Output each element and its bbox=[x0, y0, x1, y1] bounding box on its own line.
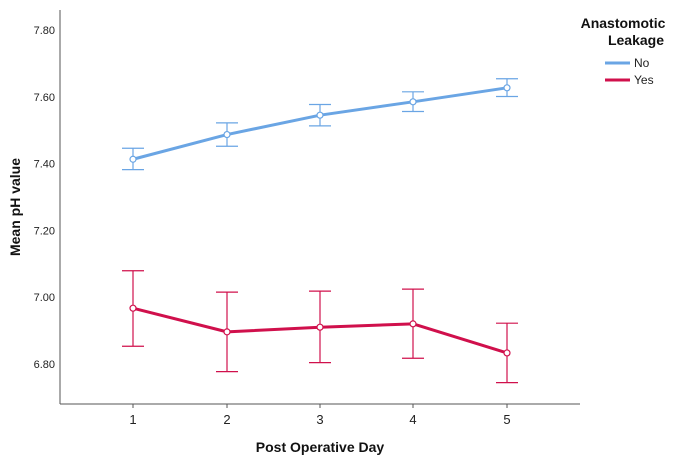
y-tick-label: 7.00 bbox=[34, 292, 55, 304]
y-tick-label: 7.40 bbox=[34, 159, 55, 171]
data-point bbox=[316, 323, 324, 331]
legend-label: Yes bbox=[634, 73, 654, 87]
data-point bbox=[316, 111, 324, 119]
data-point bbox=[223, 328, 231, 336]
data-point bbox=[503, 349, 511, 357]
x-tick-label: 1 bbox=[129, 412, 136, 427]
data-point bbox=[503, 84, 511, 92]
data-point bbox=[129, 304, 137, 312]
plot-area bbox=[122, 78, 518, 384]
x-ticks: 1 2 3 4 5 bbox=[129, 404, 511, 427]
x-axis-title: Post Operative Day bbox=[256, 439, 385, 455]
legend-title-line1: Anastomotic bbox=[581, 15, 666, 31]
legend: Anastomotic Leakage No Yes bbox=[581, 15, 666, 87]
y-tick-label: 6.80 bbox=[34, 359, 55, 371]
legend-title-line2: Leakage bbox=[608, 32, 664, 48]
y-tick-label: 7.80 bbox=[34, 25, 55, 37]
data-point bbox=[223, 130, 231, 139]
data-point bbox=[129, 155, 137, 163]
x-tick-label: 5 bbox=[503, 412, 510, 427]
series-no bbox=[122, 78, 518, 171]
x-tick-label: 3 bbox=[316, 412, 323, 427]
data-point bbox=[409, 320, 417, 328]
data-point bbox=[409, 98, 417, 106]
legend-label: No bbox=[634, 56, 650, 70]
y-tick-label: 7.20 bbox=[34, 225, 55, 237]
y-ticks: 6.80 7.00 7.20 7.40 7.60 7.80 bbox=[34, 25, 55, 371]
x-tick-label: 4 bbox=[409, 412, 416, 427]
series-yes bbox=[122, 270, 518, 384]
legend-items: No Yes bbox=[605, 56, 654, 87]
x-tick-label: 2 bbox=[223, 412, 230, 427]
y-axis-title: Mean pH value bbox=[7, 158, 23, 256]
y-tick-label: 7.60 bbox=[34, 92, 55, 104]
